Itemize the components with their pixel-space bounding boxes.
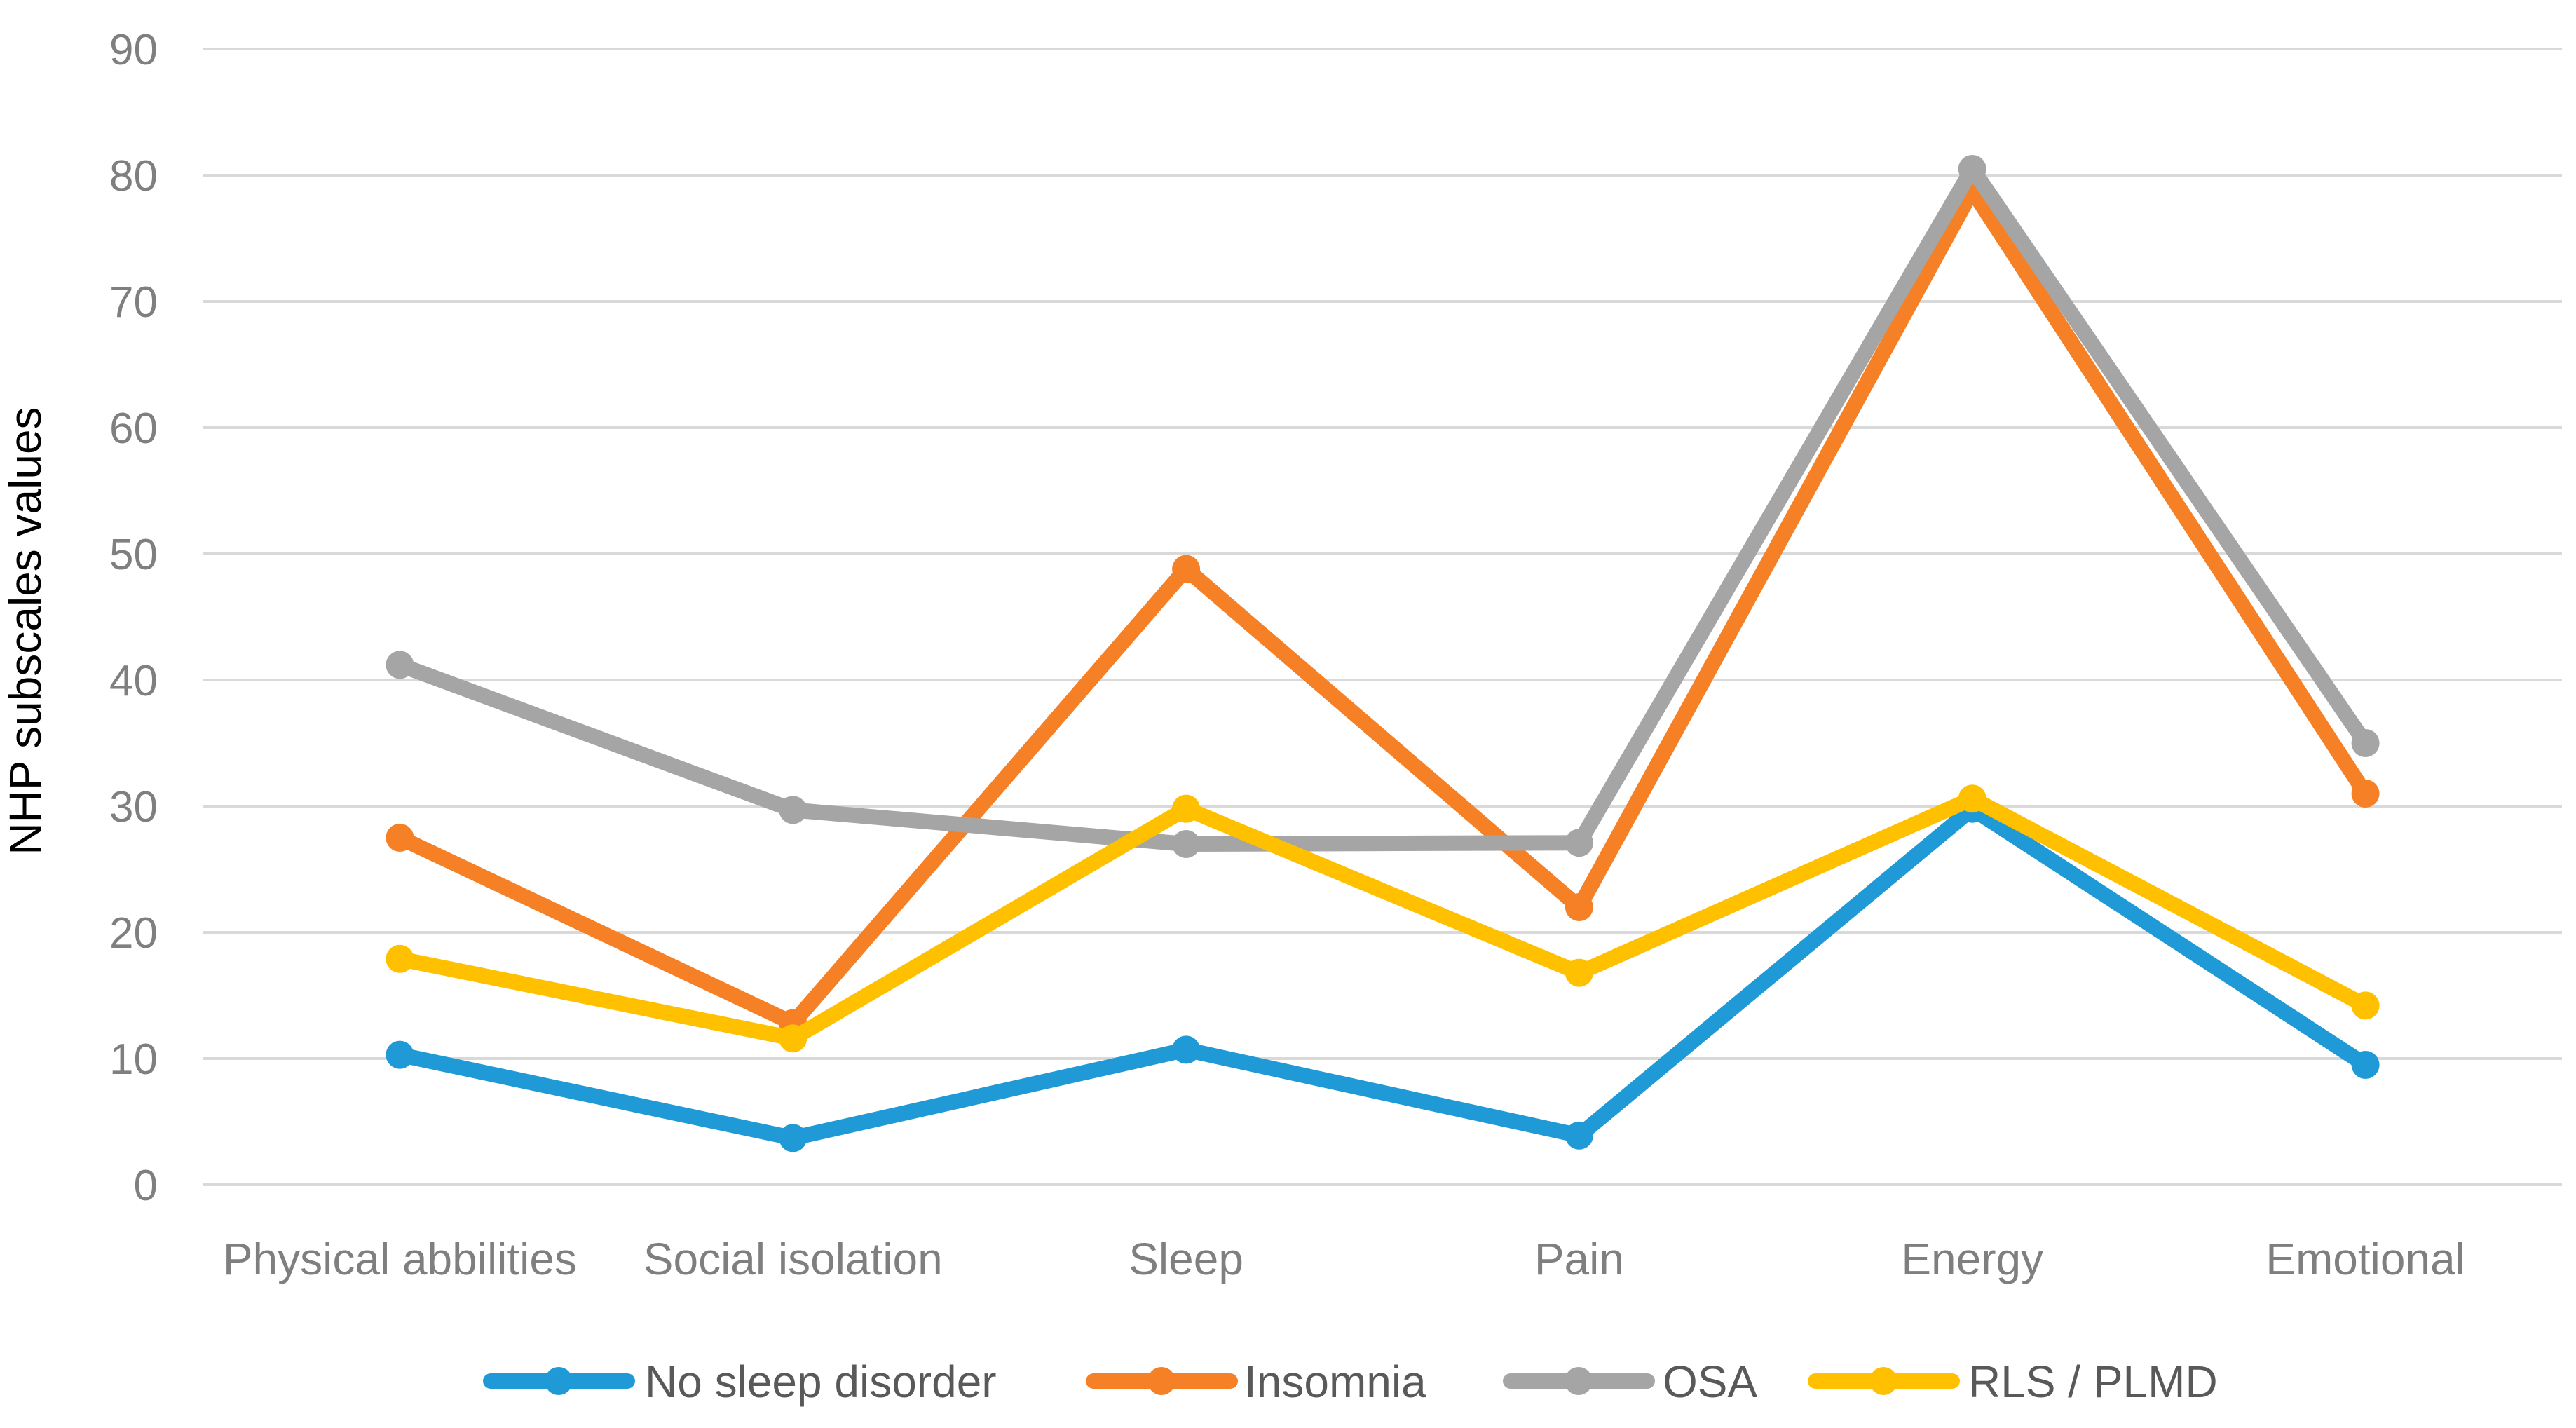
legend-marker [1147, 1367, 1175, 1395]
data-point [2351, 1051, 2380, 1079]
data-point [779, 1024, 807, 1053]
series-line [392, 161, 2373, 852]
legend-item: Insomnia [1086, 1356, 1426, 1407]
y-tick-label: 60 [109, 404, 158, 453]
legend-item: No sleep disorder [483, 1356, 997, 1407]
legend-label: OSA [1663, 1356, 1757, 1407]
data-point [1172, 794, 1201, 823]
data-point [1565, 958, 1593, 987]
data-point [2351, 729, 2380, 757]
series-osa [386, 155, 2380, 858]
x-category-label: Pain [1534, 1234, 1624, 1284]
series-rls-plmd [386, 784, 2380, 1053]
y-axis-label: NHP subscales values [0, 407, 50, 855]
x-category-label: Sleep [1129, 1234, 1243, 1284]
series-line [392, 182, 2373, 1031]
legend-item: OSA [1503, 1356, 1757, 1407]
data-point [1565, 829, 1593, 857]
data-point [1958, 784, 1986, 813]
legend: No sleep disorder Insomnia OSA RLS / PLMD [483, 1356, 2218, 1407]
data-point [386, 651, 414, 679]
data-point [2351, 991, 2380, 1020]
y-tick-label: 20 [109, 909, 158, 958]
legend-label: No sleep disorder [645, 1356, 997, 1407]
data-point [1172, 1035, 1201, 1064]
data-point [779, 796, 807, 824]
x-axis-categories: Physical abbilities Social isolation Sleep… [223, 1234, 2465, 1284]
x-category-label: Social isolation [643, 1234, 943, 1284]
legend-item: RLS / PLMD [1808, 1356, 2218, 1407]
x-category-label: Physical abbilities [223, 1234, 577, 1284]
data-point [1172, 555, 1201, 583]
y-tick-label: 0 [134, 1162, 158, 1210]
x-category-label: Emotional [2265, 1234, 2465, 1284]
legend-label: RLS / PLMD [1968, 1356, 2218, 1407]
data-point [1565, 893, 1593, 921]
y-tick-label: 80 [109, 152, 158, 200]
data-point [386, 1040, 414, 1069]
y-tick-label: 50 [109, 531, 158, 579]
series-lines [386, 155, 2380, 1152]
data-point [386, 944, 414, 973]
data-point [386, 824, 414, 852]
gridlines [203, 48, 2562, 1186]
legend-marker [1869, 1367, 1897, 1395]
series-line [392, 801, 2373, 1146]
legend-marker [545, 1367, 573, 1395]
y-tick-label: 40 [109, 657, 158, 705]
series-insomnia [386, 176, 2380, 1038]
y-axis-ticks: 0 10 20 30 40 50 60 70 80 90 [109, 26, 158, 1210]
data-point [1172, 830, 1201, 858]
data-point [779, 1124, 807, 1152]
data-point [1958, 155, 1986, 183]
series-line [392, 791, 2373, 1047]
series-no-sleep-disorder [386, 794, 2380, 1152]
data-point [1565, 1121, 1593, 1150]
data-point [2351, 780, 2380, 808]
x-category-label: Energy [1901, 1234, 2043, 1284]
legend-marker [1565, 1367, 1593, 1395]
y-tick-label: 10 [109, 1035, 158, 1084]
y-tick-label: 90 [109, 26, 158, 74]
legend-label: Insomnia [1244, 1356, 1426, 1407]
y-tick-label: 70 [109, 278, 158, 327]
y-tick-label: 30 [109, 783, 158, 831]
